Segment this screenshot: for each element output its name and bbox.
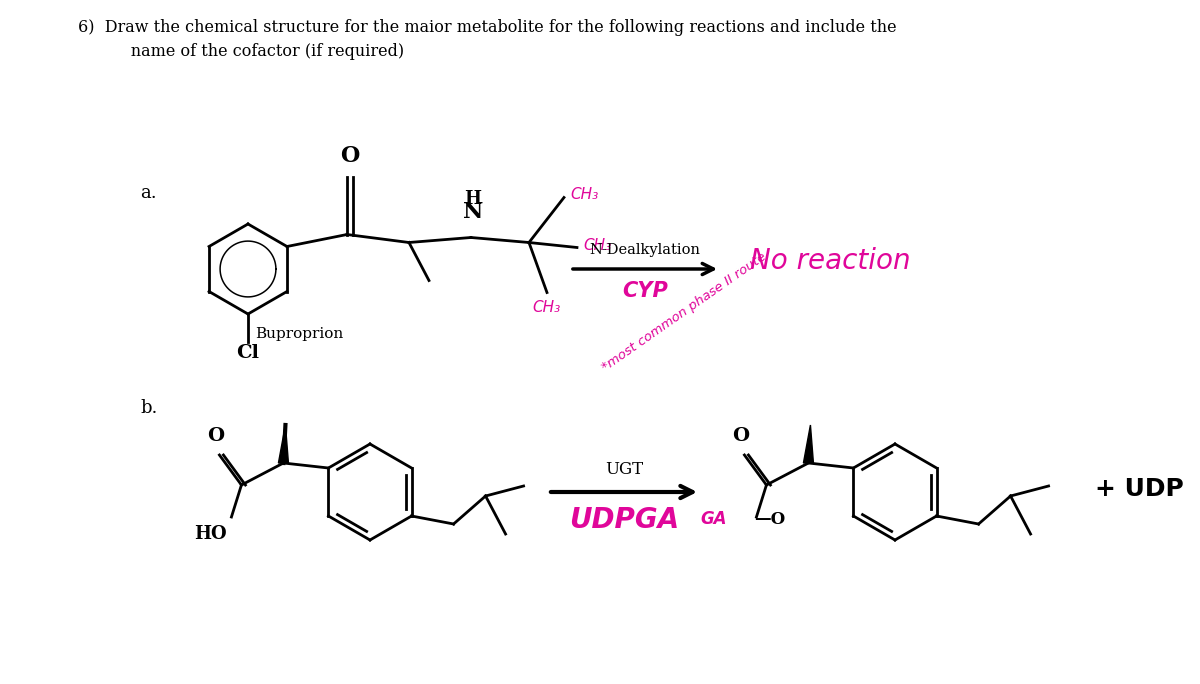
- Text: UGT: UGT: [605, 461, 643, 478]
- Text: Buproprion: Buproprion: [256, 327, 343, 341]
- Text: name of the cofactor (if required): name of the cofactor (if required): [100, 43, 404, 60]
- Text: N: N: [463, 202, 484, 224]
- Text: O: O: [732, 427, 749, 445]
- Text: N-Dealkylation: N-Dealkylation: [589, 243, 701, 257]
- Text: CH₃: CH₃: [533, 300, 562, 315]
- Text: CYP: CYP: [622, 281, 668, 301]
- Text: GA: GA: [700, 510, 726, 528]
- Polygon shape: [278, 425, 288, 463]
- Text: O: O: [341, 144, 360, 166]
- Text: CH₃: CH₃: [583, 238, 611, 253]
- Polygon shape: [804, 425, 814, 463]
- Text: H: H: [464, 189, 481, 207]
- Text: —O: —O: [755, 510, 786, 527]
- Text: a.: a.: [140, 184, 157, 202]
- Text: No reaction: No reaction: [750, 247, 911, 275]
- Text: *most common phase II route: *most common phase II route: [600, 250, 769, 374]
- Text: + UDP: + UDP: [1096, 477, 1183, 501]
- Text: b.: b.: [140, 399, 157, 417]
- Text: CH₃: CH₃: [570, 187, 599, 202]
- Text: 6)  Draw the chemical structure for the maior metabolite for the following react: 6) Draw the chemical structure for the m…: [78, 19, 896, 36]
- Text: UDPGA: UDPGA: [569, 506, 679, 534]
- Text: O: O: [206, 427, 224, 445]
- Text: Cl: Cl: [236, 344, 259, 362]
- Text: HO: HO: [194, 525, 227, 543]
